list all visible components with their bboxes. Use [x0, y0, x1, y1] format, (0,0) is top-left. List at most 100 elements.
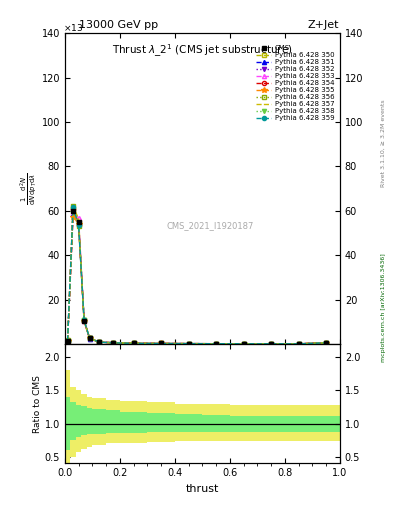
- Pythia 6.428 351: [87, 335, 92, 342]
- Pythia 6.428 352: [65, 337, 70, 344]
- Pythia 6.428 355: [269, 340, 274, 347]
- Pythia 6.428 358: [241, 340, 246, 347]
- Pythia 6.428 359: [131, 340, 136, 347]
- CMS: [87, 335, 92, 342]
- Pythia 6.428 358: [65, 337, 70, 344]
- Pythia 6.428 356: [71, 203, 75, 209]
- Pythia 6.428 356: [186, 340, 191, 347]
- Pythia 6.428 350: [131, 340, 136, 347]
- Pythia 6.428 356: [111, 339, 116, 346]
- CMS: [131, 340, 136, 347]
- Pythia 6.428 358: [97, 339, 101, 345]
- Pythia 6.428 357: [159, 340, 163, 347]
- Pythia 6.428 359: [296, 341, 301, 347]
- Pythia 6.428 358: [214, 340, 219, 347]
- Pythia 6.428 357: [131, 340, 136, 347]
- Pythia 6.428 351: [71, 210, 75, 216]
- Pythia 6.428 352: [97, 339, 101, 345]
- Line: CMS: CMS: [65, 208, 329, 346]
- Pythia 6.428 353: [159, 340, 163, 347]
- Pythia 6.428 350: [97, 339, 101, 345]
- Pythia 6.428 354: [87, 335, 92, 342]
- Pythia 6.428 350: [111, 339, 116, 346]
- Pythia 6.428 354: [97, 339, 101, 345]
- Pythia 6.428 356: [131, 340, 136, 347]
- Pythia 6.428 357: [87, 335, 92, 342]
- Pythia 6.428 352: [82, 317, 86, 324]
- Pythia 6.428 356: [82, 317, 86, 323]
- Pythia 6.428 353: [87, 335, 92, 342]
- Pythia 6.428 354: [296, 341, 301, 347]
- Pythia 6.428 352: [269, 340, 274, 347]
- Line: Pythia 6.428 350: Pythia 6.428 350: [66, 207, 328, 346]
- Pythia 6.428 355: [159, 340, 163, 347]
- Pythia 6.428 357: [97, 339, 101, 345]
- Pythia 6.428 350: [76, 219, 81, 225]
- CMS: [97, 339, 101, 345]
- Pythia 6.428 355: [71, 214, 75, 220]
- Pythia 6.428 355: [76, 221, 81, 227]
- Pythia 6.428 358: [186, 340, 191, 347]
- Pythia 6.428 359: [269, 340, 274, 347]
- Pythia 6.428 358: [159, 340, 163, 347]
- Pythia 6.428 353: [82, 318, 86, 324]
- Pythia 6.428 356: [65, 337, 70, 344]
- Line: Pythia 6.428 355: Pythia 6.428 355: [65, 214, 329, 347]
- Pythia 6.428 356: [97, 339, 101, 345]
- Pythia 6.428 356: [324, 339, 329, 346]
- CMS: [296, 341, 301, 347]
- Pythia 6.428 358: [131, 340, 136, 347]
- Pythia 6.428 351: [65, 337, 70, 344]
- CMS: [111, 340, 116, 346]
- Pythia 6.428 352: [241, 340, 246, 347]
- Pythia 6.428 351: [159, 340, 163, 347]
- Pythia 6.428 358: [76, 221, 81, 227]
- Pythia 6.428 354: [131, 340, 136, 347]
- Pythia 6.428 352: [76, 220, 81, 226]
- CMS: [76, 219, 81, 225]
- Pythia 6.428 353: [186, 340, 191, 347]
- Pythia 6.428 355: [87, 335, 92, 342]
- Pythia 6.428 357: [65, 337, 70, 344]
- Pythia 6.428 358: [296, 341, 301, 347]
- Text: $\times$13: $\times$13: [64, 22, 84, 33]
- Pythia 6.428 356: [296, 341, 301, 347]
- Pythia 6.428 353: [97, 339, 101, 345]
- Pythia 6.428 352: [131, 340, 136, 347]
- Pythia 6.428 354: [71, 206, 75, 212]
- Pythia 6.428 358: [87, 335, 92, 342]
- Pythia 6.428 351: [82, 317, 86, 323]
- CMS: [186, 340, 191, 347]
- Pythia 6.428 350: [324, 340, 329, 346]
- Line: Pythia 6.428 356: Pythia 6.428 356: [66, 204, 328, 346]
- Pythia 6.428 354: [159, 340, 163, 347]
- Pythia 6.428 355: [214, 340, 219, 347]
- Pythia 6.428 357: [82, 318, 86, 325]
- Pythia 6.428 358: [324, 340, 329, 346]
- CMS: [65, 337, 70, 344]
- Pythia 6.428 352: [296, 341, 301, 347]
- Pythia 6.428 352: [324, 340, 329, 346]
- Legend: CMS, Pythia 6.428 350, Pythia 6.428 351, Pythia 6.428 352, Pythia 6.428 353, Pyt: CMS, Pythia 6.428 350, Pythia 6.428 351,…: [254, 43, 336, 123]
- Pythia 6.428 353: [76, 215, 81, 221]
- Line: Pythia 6.428 353: Pythia 6.428 353: [66, 209, 328, 346]
- Pythia 6.428 352: [186, 340, 191, 347]
- Pythia 6.428 354: [269, 340, 274, 347]
- Pythia 6.428 359: [76, 222, 81, 228]
- Pythia 6.428 353: [241, 340, 246, 347]
- Pythia 6.428 350: [269, 340, 274, 347]
- Pythia 6.428 351: [214, 340, 219, 347]
- Pythia 6.428 354: [82, 318, 86, 324]
- Pythia 6.428 352: [87, 335, 92, 342]
- Pythia 6.428 359: [324, 340, 329, 346]
- CMS: [71, 208, 75, 214]
- Pythia 6.428 352: [214, 340, 219, 347]
- Pythia 6.428 350: [214, 340, 219, 347]
- Text: mcplots.cern.ch [arXiv:1306.3436]: mcplots.cern.ch [arXiv:1306.3436]: [381, 253, 386, 361]
- CMS: [82, 317, 86, 324]
- CMS: [214, 340, 219, 347]
- Pythia 6.428 357: [269, 340, 274, 347]
- CMS: [269, 340, 274, 347]
- Line: Pythia 6.428 359: Pythia 6.428 359: [66, 205, 328, 346]
- Text: Rivet 3.1.10, ≥ 3.2M events: Rivet 3.1.10, ≥ 3.2M events: [381, 99, 386, 187]
